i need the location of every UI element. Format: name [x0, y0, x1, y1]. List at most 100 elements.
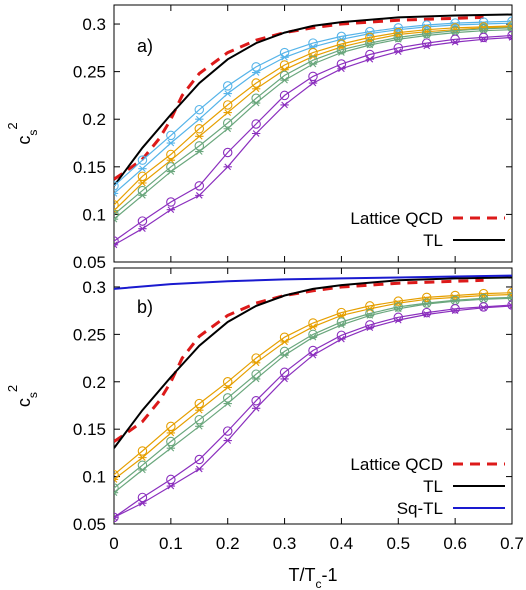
x-tick-label: 0.2	[216, 534, 240, 553]
data-point-star	[138, 165, 147, 173]
data-point-circle	[365, 38, 375, 48]
panel-label: a)	[137, 36, 153, 56]
series-layer	[114, 274, 512, 523]
series-line-lattice-qcd	[114, 278, 484, 443]
data-point-circle	[166, 149, 176, 160]
data-point-circle	[365, 32, 375, 43]
data-point-circle	[421, 292, 432, 303]
data-point-star	[195, 192, 204, 199]
data-point-circle	[222, 147, 233, 158]
y-tick-label: 0.2	[82, 373, 106, 392]
data-point-star	[138, 466, 147, 474]
data-point-star	[251, 130, 261, 137]
data-point-circle	[279, 90, 290, 101]
data-point-star	[138, 454, 147, 461]
data-point-star	[450, 38, 460, 46]
data-point-star	[166, 444, 176, 452]
data-point-star	[365, 324, 375, 332]
data-point-circle	[166, 436, 176, 447]
series-line-model-8	[114, 34, 512, 242]
data-point-circle	[393, 302, 404, 312]
data-point-star	[251, 375, 261, 383]
data-point-star	[337, 35, 346, 43]
data-point-star	[450, 29, 460, 36]
data-point-circle	[393, 296, 404, 306]
x-tick-label: 0.6	[443, 534, 467, 553]
y-tick-label: 0.25	[73, 325, 106, 344]
data-point-circle	[393, 312, 404, 323]
data-point-star	[479, 304, 488, 312]
data-point-star	[223, 109, 232, 116]
y-tick-label: 0.1	[82, 205, 106, 224]
data-point-circle	[114, 181, 119, 191]
data-point-star	[138, 499, 147, 507]
data-point-star	[195, 406, 204, 414]
data-point-circle	[450, 34, 460, 45]
data-point-circle	[222, 81, 233, 91]
data-point-star	[114, 476, 119, 483]
data-point-star	[114, 190, 119, 197]
data-point-circle	[336, 31, 347, 42]
data-point-circle	[251, 395, 261, 406]
series-line-model-3	[114, 292, 512, 476]
data-point-star	[166, 156, 176, 164]
chart-panel-1: 0.05 0.1 0.15 0.2 0.25 0.3 cs2 a) Lattice QCD TL	[5, 4, 513, 272]
data-point-circle	[194, 454, 205, 465]
data-point-circle	[194, 141, 205, 151]
data-point-star	[280, 351, 289, 359]
data-point-circle	[166, 474, 176, 485]
data-point-star	[166, 482, 176, 490]
data-point-star	[166, 168, 176, 175]
data-point-circle	[251, 78, 261, 88]
data-point-star	[308, 333, 318, 341]
data-point-circle	[421, 307, 432, 318]
data-point-star	[280, 101, 289, 109]
legend-label: Sq-TL	[397, 499, 443, 518]
legend-label: Lattice QCD	[350, 209, 443, 228]
series-line-model-4	[114, 293, 512, 480]
data-point-star	[422, 300, 431, 308]
data-point-circle	[507, 16, 512, 26]
data-point-star	[251, 99, 261, 107]
data-point-circle	[137, 492, 148, 503]
data-point-star	[308, 79, 318, 87]
data-point-star	[450, 297, 460, 305]
plot-frame	[113, 267, 513, 525]
x-tick-label: 0.7	[500, 534, 524, 553]
y-tick-label: 0.2	[82, 110, 106, 129]
data-point-circle	[194, 123, 205, 134]
data-point-star	[337, 65, 346, 73]
data-point-circle	[336, 44, 347, 55]
data-point-circle	[478, 302, 489, 312]
data-point-star	[365, 55, 375, 63]
data-point-circle	[137, 216, 148, 226]
data-point-circle	[421, 28, 432, 39]
x-axis-title: T/Tc-1	[288, 565, 337, 590]
data-point-star	[195, 423, 204, 430]
data-point-circle	[251, 119, 261, 129]
series-line-tl	[114, 13, 512, 187]
x-tick-label: 0.3	[273, 534, 297, 553]
data-point-star	[365, 312, 375, 319]
legend-label: Lattice QCD	[350, 455, 443, 474]
x-tick-label: 0.5	[386, 534, 410, 553]
data-point-star	[195, 133, 204, 140]
data-point-circle	[507, 23, 512, 33]
data-point-circle	[166, 421, 176, 432]
data-point-circle	[137, 171, 148, 182]
data-point-circle	[222, 118, 233, 128]
data-point-star	[138, 179, 147, 187]
y-tick-label: 0.3	[82, 278, 106, 297]
data-point-circle	[365, 26, 375, 37]
data-point-circle	[279, 367, 290, 378]
data-point-star	[223, 384, 232, 391]
x-tick-label: 0.1	[159, 534, 183, 553]
data-point-star	[450, 307, 460, 314]
data-point-star	[251, 85, 261, 93]
data-point-star	[365, 41, 375, 49]
data-point-star	[337, 335, 346, 343]
data-point-star	[422, 42, 431, 50]
data-point-star	[507, 295, 512, 302]
data-point-circle	[222, 393, 233, 403]
